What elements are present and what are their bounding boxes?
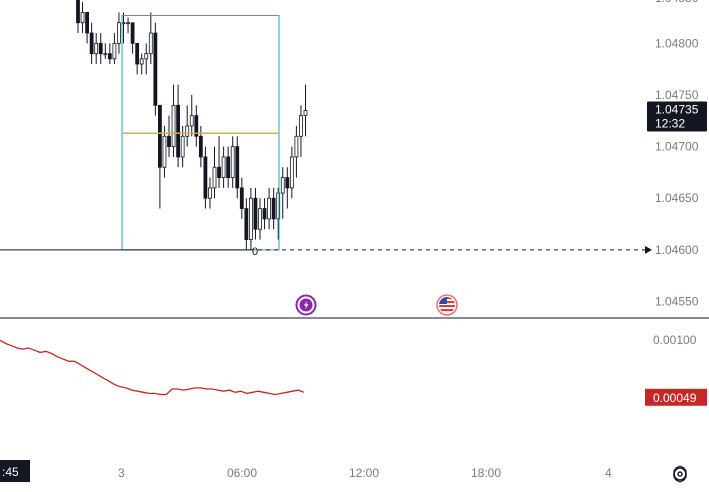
candle-body	[198, 135, 203, 158]
time-label-crosshair: :45	[2, 465, 19, 479]
candle-body	[235, 146, 240, 189]
candle-body	[144, 53, 149, 60]
indicator-last-value: 0.00049	[653, 391, 697, 405]
candle-body	[80, 11, 85, 24]
price-tick-label: 1.04550	[655, 294, 699, 308]
time-label: 18:00	[471, 466, 501, 480]
candle-body	[176, 104, 181, 158]
candle-body	[299, 115, 303, 137]
candle-body	[89, 32, 94, 55]
candle-body	[94, 42, 99, 55]
candle-body	[98, 42, 103, 55]
candle-body	[303, 110, 308, 117]
candle-body	[180, 135, 185, 158]
candle-body	[239, 187, 244, 209]
candle-body	[244, 208, 249, 240]
candle-body	[221, 156, 226, 178]
candles-layer	[76, 0, 308, 250]
time-crosshair-badge	[0, 460, 30, 482]
candle-body	[203, 156, 208, 199]
candle-body	[226, 156, 231, 178]
time-label: 06:00	[227, 466, 257, 480]
gear-icon[interactable]	[673, 465, 687, 483]
candle-body	[267, 197, 272, 220]
candle-body	[280, 177, 285, 194]
candle-body	[139, 58, 144, 65]
candle-body	[208, 187, 212, 199]
price-tick-label: 1.04750	[655, 88, 699, 102]
candle-body	[148, 32, 153, 55]
price-axis: 1.04800 1.04750 1.04700 1.04650 1.04600 1.045…	[655, 0, 699, 308]
candle-body	[107, 53, 112, 60]
candle-body	[194, 115, 199, 137]
price-tick-label: 1.04800	[655, 36, 699, 50]
candle-body	[130, 22, 135, 44]
indicator-axis: 0.00100	[653, 333, 697, 347]
candle-body	[171, 104, 176, 148]
candle-body	[258, 208, 262, 230]
time-label: 4	[605, 466, 612, 480]
us-flag-event-icon[interactable]	[436, 294, 458, 316]
time-axis: :45 3 06:00 12:00 18:00 4	[0, 460, 612, 482]
candle-body	[126, 22, 130, 25]
time-label: 3	[118, 466, 125, 480]
candle-body	[230, 146, 235, 178]
last-price-value: 1.04735	[655, 102, 699, 116]
candle-body	[253, 197, 258, 230]
candle-body	[112, 42, 117, 60]
candle-body	[85, 11, 89, 34]
candle-body	[285, 177, 290, 189]
candle-body	[157, 104, 162, 168]
candle-body	[162, 135, 167, 168]
last-price-countdown: 12:32	[655, 116, 685, 130]
candle-body	[185, 125, 190, 137]
candle-body	[167, 135, 171, 148]
price-tick-label: 1.04700	[655, 140, 699, 154]
candle-body	[103, 53, 108, 56]
candle-body	[262, 208, 267, 220]
price-tick-label: 1.04850	[655, 0, 699, 5]
candle-body	[189, 115, 194, 127]
time-label: 12:00	[349, 466, 379, 480]
price-tick-label: 1.04650	[655, 191, 699, 205]
indicator-line	[0, 339, 305, 396]
level-arrow-icon	[645, 245, 652, 254]
level-label: 0	[252, 246, 258, 258]
candle-body	[212, 166, 217, 189]
candle-body	[294, 135, 299, 158]
candle-body	[217, 166, 221, 178]
candle-body	[248, 197, 253, 240]
indicator-last-badge: 0.00049	[645, 388, 707, 406]
candle-body	[117, 22, 121, 44]
candle-body	[135, 42, 140, 65]
price-tick-label: 1.04600	[655, 243, 699, 257]
lightning-event-icon[interactable]	[295, 294, 317, 316]
candle-body	[271, 197, 276, 220]
candle-body	[153, 32, 158, 106]
candle-body	[289, 156, 294, 189]
last-price-badge: 1.04735 12:32	[647, 101, 707, 132]
indicator-tick-label: 0.00100	[653, 333, 697, 347]
candle-body	[76, 0, 80, 24]
candle-body	[276, 192, 281, 220]
